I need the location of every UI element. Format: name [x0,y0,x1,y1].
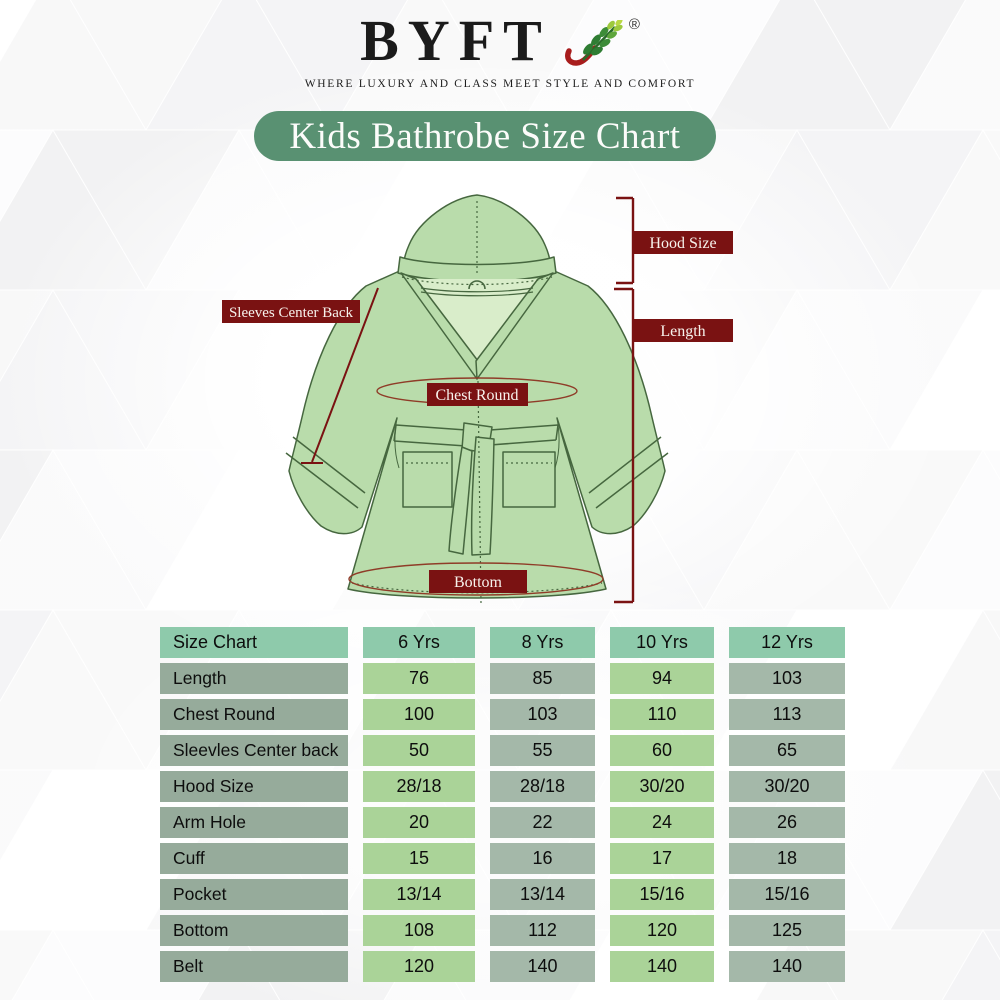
hood-size-bracket [616,196,635,285]
row-label: Sleevles Center back [160,735,348,766]
length-label: Length [660,323,705,340]
header-cell: 6 Yrs [363,627,475,658]
size-value-cell: 24 [610,807,714,838]
chest-round-label: Chest Round [435,387,518,404]
hood-size-label-box [633,231,733,254]
length-label-box [633,319,733,342]
size-value-cell: 18 [729,843,845,874]
size-value-cell: 13/14 [490,879,595,910]
size-value-cell: 125 [729,915,845,946]
registered-trademark: ® [628,16,640,33]
size-value-cell: 50 [363,735,475,766]
size-value-cell: 60 [610,735,714,766]
size-value-cell: 112 [490,915,595,946]
row-label: Bottom [160,915,348,946]
bottom-ellipse [348,562,604,596]
size-value-cell: 28/18 [363,771,475,802]
hood-size-label: Hood Size [649,235,716,252]
brand-name: BYFT [360,8,551,73]
sleeves-center-back-pointer [301,287,379,464]
sleeves-center-back-label: Sleeves Center Back [229,305,354,321]
size-value-cell: 13/14 [363,879,475,910]
size-value-cell: 103 [729,663,845,694]
row-label: Chest Round [160,699,348,730]
measure-labels: Hood Size Length Sleeves Center Back Che… [222,231,733,593]
brand-tagline: WHERE LUXURY AND CLASS MEET STYLE AND CO… [304,78,696,90]
bathrobe-diagram: Hood Size Length Sleeves Center Back Che… [222,194,733,604]
row-label: Pocket [160,879,348,910]
size-value-cell: 103 [490,699,595,730]
row-label: Arm Hole [160,807,348,838]
size-value-cell: 65 [729,735,845,766]
size-value-cell: 20 [363,807,475,838]
page-title: Kids Bathrobe Size Chart [289,115,681,157]
size-value-cell: 94 [610,663,714,694]
size-value-cell: 30/20 [610,771,714,802]
header-cell: Size Chart [160,627,348,658]
row-label: Belt [160,951,348,982]
size-value-cell: 15/16 [610,879,714,910]
bottom-label: Bottom [454,574,503,591]
size-value-cell: 26 [729,807,845,838]
size-value-cell: 15/16 [729,879,845,910]
size-table: Size Chart 6 Yrs 8 Yrs 10 Yrs 12 Yrs Len… [160,627,845,982]
size-value-cell: 17 [610,843,714,874]
header-cell: 8 Yrs [490,627,595,658]
size-value-cell: 100 [363,699,475,730]
leaf-branch-icon [561,18,625,75]
size-value-cell: 120 [610,915,714,946]
size-value-cell: 113 [729,699,845,730]
chest-round-label-box [427,383,528,406]
size-value-cell: 85 [490,663,595,694]
size-value-cell: 28/18 [490,771,595,802]
size-value-cell: 110 [610,699,714,730]
size-value-cell: 108 [363,915,475,946]
size-value-cell: 30/20 [729,771,845,802]
row-label: Length [160,663,348,694]
size-value-cell: 22 [490,807,595,838]
row-label: Cuff [160,843,348,874]
size-value-cell: 16 [490,843,595,874]
header-cell: 12 Yrs [729,627,845,658]
size-value-cell: 140 [610,951,714,982]
row-label: Hood Size [160,771,348,802]
size-value-cell: 55 [490,735,595,766]
title-banner: Kids Bathrobe Size Chart [254,111,716,161]
size-value-cell: 76 [363,663,475,694]
brand-header: BYFT ® WHERE LUXURY AND CLASS ME [0,8,1000,91]
size-value-cell: 120 [363,951,475,982]
bottom-label-box [429,570,527,593]
size-value-cell: 15 [363,843,475,874]
sleeves-center-back-label-box [222,300,360,323]
size-value-cell: 140 [490,951,595,982]
size-value-cell: 140 [729,951,845,982]
header-cell: 10 Yrs [610,627,714,658]
